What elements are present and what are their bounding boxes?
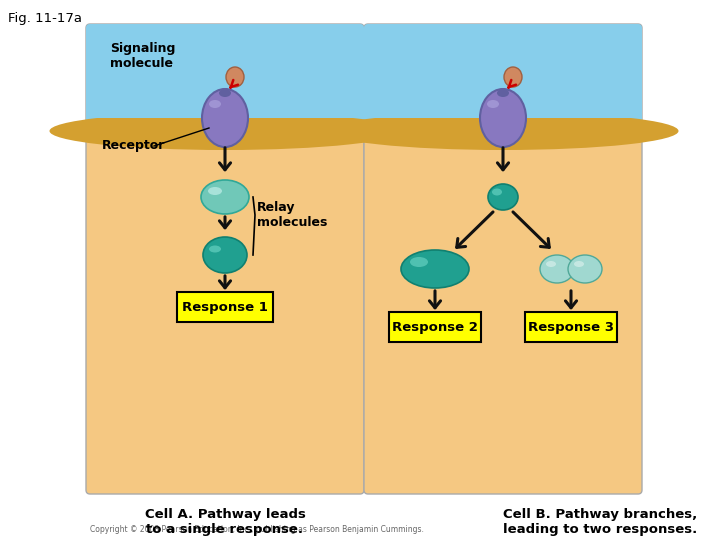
Text: Copyright © 2008 Pearson Education, Inc., publishing as Pearson Benjamin Cumming: Copyright © 2008 Pearson Education, Inc.… bbox=[90, 525, 424, 534]
Text: Fig. 11-17a: Fig. 11-17a bbox=[8, 12, 82, 25]
Ellipse shape bbox=[50, 112, 400, 150]
Ellipse shape bbox=[401, 250, 469, 288]
FancyBboxPatch shape bbox=[389, 312, 481, 342]
Text: Receptor: Receptor bbox=[102, 139, 166, 152]
FancyBboxPatch shape bbox=[364, 24, 642, 494]
Ellipse shape bbox=[203, 237, 247, 273]
Ellipse shape bbox=[487, 100, 499, 108]
FancyBboxPatch shape bbox=[364, 24, 642, 127]
Ellipse shape bbox=[201, 180, 249, 214]
FancyBboxPatch shape bbox=[525, 312, 617, 342]
Ellipse shape bbox=[219, 89, 231, 97]
Ellipse shape bbox=[226, 67, 244, 87]
FancyBboxPatch shape bbox=[86, 24, 364, 494]
Ellipse shape bbox=[540, 255, 574, 283]
Ellipse shape bbox=[202, 89, 248, 147]
Ellipse shape bbox=[546, 261, 556, 267]
Ellipse shape bbox=[488, 184, 518, 210]
Text: Response 3: Response 3 bbox=[528, 321, 614, 334]
Text: Cell B. Pathway branches,
leading to two responses.: Cell B. Pathway branches, leading to two… bbox=[503, 508, 697, 536]
Bar bbox=[91, 29, 359, 114]
Text: Relay
molecules: Relay molecules bbox=[257, 201, 328, 229]
Ellipse shape bbox=[504, 67, 522, 87]
Text: Cell A. Pathway leads
to a single response.: Cell A. Pathway leads to a single respon… bbox=[145, 508, 305, 536]
Ellipse shape bbox=[208, 187, 222, 195]
Ellipse shape bbox=[568, 255, 602, 283]
Bar bbox=[91, 29, 359, 118]
Text: Response 2: Response 2 bbox=[392, 321, 478, 334]
Ellipse shape bbox=[574, 261, 584, 267]
Ellipse shape bbox=[492, 188, 502, 195]
Bar bbox=[369, 29, 637, 114]
FancyBboxPatch shape bbox=[177, 292, 273, 322]
Ellipse shape bbox=[497, 89, 509, 97]
Bar bbox=[369, 29, 637, 118]
Ellipse shape bbox=[410, 257, 428, 267]
Text: Signaling
molecule: Signaling molecule bbox=[110, 42, 176, 70]
Ellipse shape bbox=[480, 89, 526, 147]
Text: Response 1: Response 1 bbox=[182, 300, 268, 314]
Ellipse shape bbox=[209, 100, 221, 108]
Ellipse shape bbox=[328, 112, 678, 150]
FancyBboxPatch shape bbox=[86, 24, 364, 127]
Ellipse shape bbox=[209, 246, 221, 253]
